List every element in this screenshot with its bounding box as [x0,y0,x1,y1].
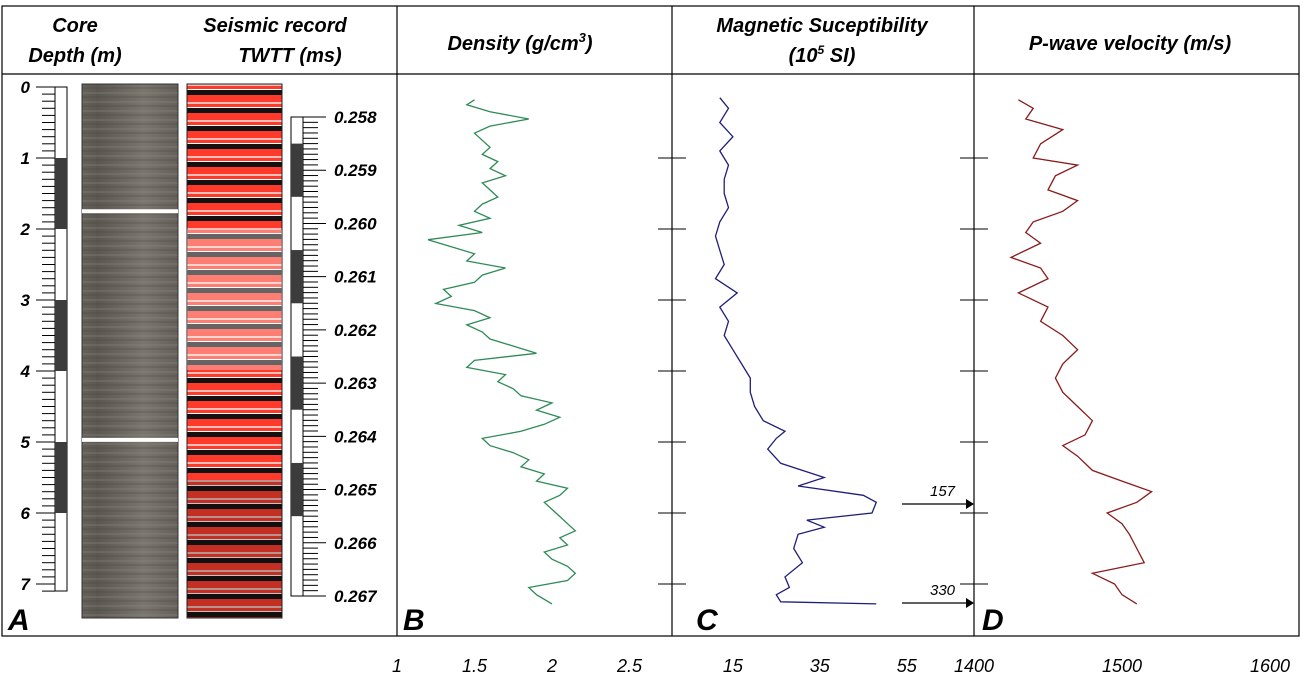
figure-frame [1,5,1300,637]
core-depth-scale: 0 1 2 3 4 5 6 7 [20,78,68,594]
log-curves [427,97,1153,605]
panel-label-b: B [403,604,425,637]
depth-tick-label: 0 [21,78,31,97]
twtt-bar-block [291,462,303,517]
x-tick-label: 1 [392,656,402,676]
twtt-tick-label: 0.267 [334,587,378,606]
arrow-lower-label: 330 [930,582,956,599]
x-tick-labels: 1 1.5 2 2.5 15 35 55 1400 1500 1600 [392,656,1290,676]
x-tick-label: 1400 [954,656,994,676]
pwave-header: P-wave velocity (m/s) [1029,33,1232,55]
twtt-tick-label: 0.263 [334,374,377,393]
twtt-tick-label: 0.260 [334,214,377,233]
x-tick-label: 2 [546,656,557,676]
panel-label-c: C [696,604,719,637]
depth-tick-label: 1 [21,149,30,168]
twtt-tick-label: 0.266 [334,534,377,553]
twtt-bar-block [291,356,303,410]
core-photo [81,83,179,619]
arrow-upper-label: 157 [930,483,956,500]
x-tick-label: 15 [723,656,744,676]
magnetic-header-line1: Magnetic Suceptibility [716,15,928,37]
x-tick-label: 55 [897,656,918,676]
twtt-tick-label: 0.261 [334,268,377,287]
depth-tick-label: 5 [21,433,31,452]
core-white-marker [82,437,178,442]
x-tick-label: 1500 [1102,656,1142,676]
depth-tick-label: 4 [20,362,31,381]
density-curve [427,99,577,605]
panel-label-d: D [982,604,1004,637]
twtt-bar-block [291,143,303,197]
arrow-upper-head [966,499,974,509]
core-header-line2: Depth (m) [28,45,122,67]
x-tick-label: 1.5 [462,656,488,676]
twtt-tick-label: 0.264 [334,427,377,446]
pwave-curve [1009,99,1153,605]
seismic-image [186,83,283,619]
magnetic-header-line2: (105 SI) [789,43,856,67]
twtt-tick-label: 0.258 [334,108,377,127]
density-header: Density (g/cm3) [447,30,592,55]
twtt-tick-label: 0.262 [334,321,377,340]
x-tick-label: 2.5 [616,656,643,676]
x-tick-label: 35 [810,656,831,676]
depth-bar-block [55,442,67,513]
depth-tick-label: 2 [20,220,31,239]
x-tick-label: 1600 [1250,656,1290,676]
core-header-line1: Core [52,15,98,37]
depth-tick-label: 7 [21,575,32,594]
depth-tick-label: 3 [21,291,31,310]
arrow-lower-head [966,598,974,608]
panel-label-a: A [7,604,30,637]
twtt-bar-block [291,250,303,304]
seismic-twtt-scale: 0.258 0.259 0.260 0.261 0.262 0.263 0.264 0.265… [290,108,378,606]
seismic-header-line1: Seismic record [203,15,347,37]
magnetic-curve [714,97,878,605]
depth-bar-block [55,300,67,371]
divider-tick-marks [658,157,988,585]
depth-tick-label: 6 [21,504,31,523]
twtt-tick-label: 0.259 [334,161,377,180]
depth-bar-block [55,158,67,229]
core-white-marker [82,209,178,214]
twtt-tick-label: 0.265 [334,481,377,500]
seismic-header-line2: TWTT (ms) [238,45,342,67]
annotation-arrows: 157 330 [902,483,974,608]
